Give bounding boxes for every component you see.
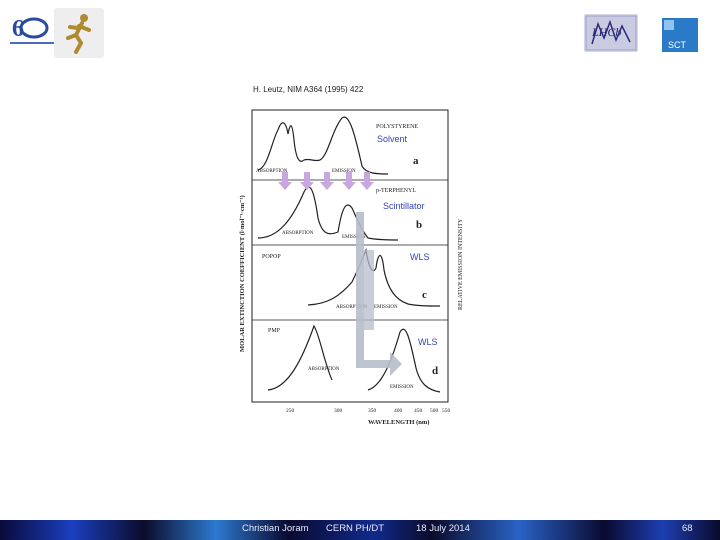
- panel-d-letter: d: [432, 365, 438, 377]
- panel-b-curve: [257, 186, 399, 241]
- lhcb-logo: LHCb: [584, 14, 638, 52]
- solvent-label: Solvent: [377, 134, 408, 144]
- panel-a-emission: EMISSION: [332, 169, 356, 174]
- panel-d-compound: PMP: [268, 328, 281, 334]
- citation-text: H. Leutz, NIM A364 (1995) 422: [253, 85, 364, 94]
- panel-a-absorption: ABSORPTION: [256, 169, 288, 174]
- wls-shift-arrow-2: [364, 250, 374, 330]
- down-arrows: [278, 172, 374, 190]
- x-tick-400: 400: [394, 408, 403, 414]
- panel-a-letter: a: [413, 155, 419, 167]
- scintillator-label: Scintillator: [383, 201, 425, 211]
- runner-icon: [66, 14, 91, 54]
- svg-text:LHCb: LHCb: [591, 25, 621, 39]
- panel-d-curve: [267, 324, 441, 393]
- x-tick-450: 450: [414, 408, 423, 414]
- x-axis-label: WAVELENGTH (nm): [368, 419, 429, 426]
- panel-c-letter: c: [422, 289, 427, 301]
- panel-b-letter: b: [416, 219, 422, 231]
- svg-text:SCT: SCT: [668, 40, 687, 50]
- plot-frame: [251, 109, 449, 403]
- panel-a-compound: POLYSTYRENE: [376, 124, 418, 130]
- y-axis-left-label: MOLAR EXTINCTION COEFFICIENT (l·mol⁻¹·cm…: [239, 195, 246, 352]
- footer-bar: Christian Joram CERN PH/DT 18 July 2014 …: [0, 520, 720, 540]
- svg-text:6: 6: [12, 16, 24, 42]
- panel-b-compound: p-TERPHENYL: [376, 188, 416, 194]
- wls-shift-arrow: [356, 212, 402, 376]
- footer-page-number: 68: [682, 523, 693, 534]
- footer-date: 18 July 2014: [416, 523, 470, 534]
- sct-logo-mark: SCT: [662, 18, 698, 52]
- x-tick-350: 350: [368, 408, 377, 414]
- x-tick-250: 250: [286, 408, 295, 414]
- panel-d-emission: EMISSION: [390, 385, 414, 390]
- panel-c-compound: POPOP: [262, 254, 281, 260]
- spectra-figure: POLYSTYRENE a ABSORPTION EMISSION p-TERP…: [239, 109, 464, 426]
- panel-b-emission: EMISSION: [342, 235, 366, 240]
- sct-logo: SCT: [660, 16, 702, 54]
- x-tick-500: 500: [430, 408, 439, 414]
- panel-a-curve: [257, 116, 389, 175]
- panel-c-absorption: ABSORPTION: [336, 305, 368, 310]
- x-tick-550: 550: [442, 408, 451, 414]
- panel-d-absorption: ABSORPTION: [308, 367, 340, 372]
- footer-affiliation: CERN PH/DT: [326, 523, 385, 534]
- cern-60-logo: 6: [10, 16, 54, 44]
- panel-b-absorption: ABSORPTION: [282, 231, 314, 236]
- wls-label-1: WLS: [410, 252, 430, 262]
- footer-author: Christian Joram: [242, 523, 309, 534]
- x-tick-300: 300: [334, 408, 343, 414]
- lhcb-logo-mark: LHCb: [585, 15, 637, 51]
- wls-label-2: WLS: [418, 337, 438, 347]
- panel-c-emission: EMISSION: [374, 305, 398, 310]
- y-axis-right-label: RELATIVE EMISSION INTENSITY: [458, 218, 464, 310]
- runner-logo: [54, 8, 104, 58]
- panel-c-curve: [307, 247, 441, 307]
